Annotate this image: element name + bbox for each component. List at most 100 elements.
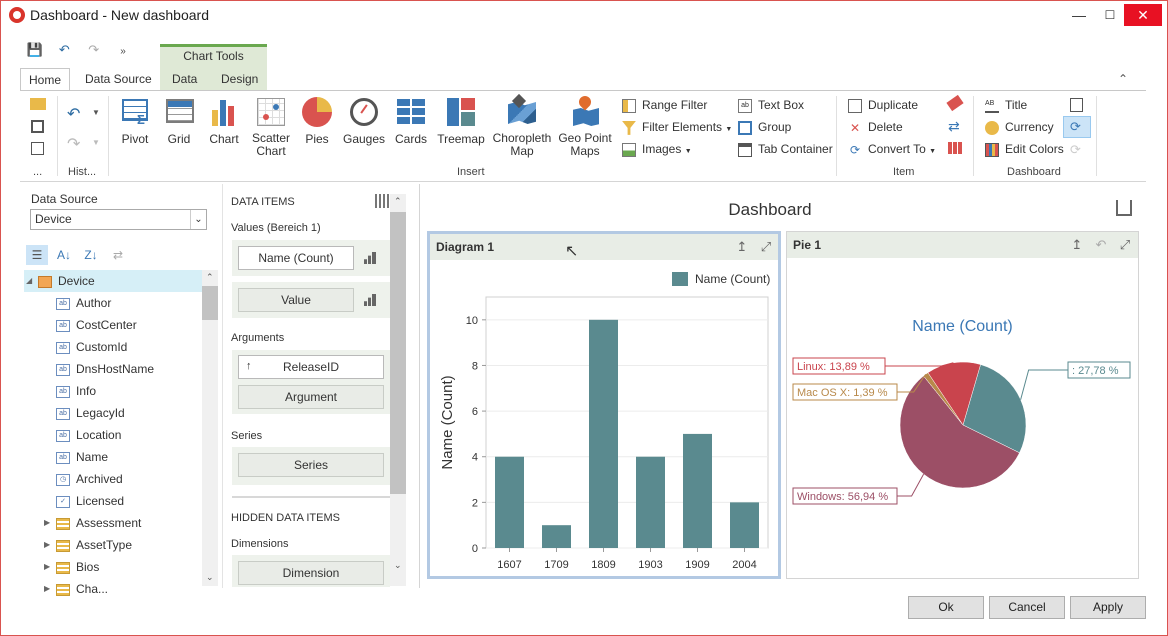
tree-item[interactable]: ab Name xyxy=(24,446,202,468)
save-icon[interactable]: 💾 xyxy=(26,42,44,57)
tree-item[interactable]: ▶ AssetType xyxy=(24,534,202,556)
undo-large-icon[interactable]: ↶ xyxy=(67,106,81,123)
pies-button[interactable]: Pies xyxy=(300,96,334,146)
collapse-ribbon-icon[interactable]: ⌃ xyxy=(1118,72,1129,86)
tree-item[interactable]: ab DnsHostName xyxy=(24,358,202,380)
scroll-down-icon[interactable]: ⌄ xyxy=(394,560,402,570)
group-button[interactable]: Group xyxy=(738,117,791,137)
tab-data[interactable]: Data xyxy=(172,72,198,86)
choropleth-map-button[interactable]: Choropleth Map xyxy=(492,93,552,158)
pivot-button[interactable]: Σ Pivot xyxy=(116,96,154,146)
expand-arrow-icon[interactable]: ▶ xyxy=(44,540,51,549)
sort-descending-icon[interactable]: Z↓ xyxy=(84,248,98,262)
export-icon[interactable]: ↥ xyxy=(1071,237,1083,252)
scroll-up-icon[interactable]: ⌃ xyxy=(394,196,402,206)
currency-button[interactable]: Currency xyxy=(985,117,1054,137)
tree-item[interactable]: ▶ Bios xyxy=(24,556,202,578)
tree-scrollbar[interactable] xyxy=(202,270,218,586)
ok-button[interactable]: Ok xyxy=(908,596,984,619)
currency-label: Currency xyxy=(1005,120,1054,134)
scatter-chart-button[interactable]: Scatter Chart xyxy=(250,96,292,158)
clear-selection-icon[interactable]: ↶ xyxy=(1095,237,1107,252)
chevron-down-icon[interactable]: ▼ xyxy=(92,108,100,117)
tab-home[interactable]: Home xyxy=(20,68,71,91)
chevron-down-icon[interactable]: ⌄ xyxy=(190,210,206,229)
text-box-button[interactable]: ab Text Box xyxy=(738,95,804,115)
tree-scroll-thumb[interactable] xyxy=(202,286,218,320)
dashboard-parameters-icon[interactable] xyxy=(1070,98,1083,112)
maximize-icon[interactable]: ⤢ xyxy=(1119,237,1131,252)
minimize-button[interactable]: — xyxy=(1072,7,1086,23)
redo-large-icon[interactable]: ↷ xyxy=(67,136,81,153)
color-grid-icon[interactable] xyxy=(948,142,962,154)
group-by-type-icon[interactable]: ☰ xyxy=(26,245,48,265)
apply-button[interactable]: Apply xyxy=(1070,596,1146,619)
dimension-item-placeholder[interactable]: Dimension xyxy=(238,561,384,585)
cancel-button[interactable]: Cancel xyxy=(989,596,1065,619)
maximize-icon[interactable]: ⤢ xyxy=(760,239,772,254)
delete-button[interactable]: ✕ Delete xyxy=(848,117,903,137)
value-item-placeholder[interactable]: Value xyxy=(238,288,354,312)
tab-design[interactable]: Design xyxy=(221,72,259,86)
tree-item[interactable]: ab Location xyxy=(24,424,202,446)
argument-item-placeholder[interactable]: Argument xyxy=(238,385,384,409)
argument-item-releaseid[interactable]: ReleaseID xyxy=(238,355,384,379)
tree-item[interactable]: ▶ Assessment xyxy=(24,512,202,534)
tree-item[interactable]: ✓ Licensed xyxy=(24,490,202,512)
treemap-button[interactable]: Treemap xyxy=(437,96,485,146)
tree-item[interactable]: ab Info xyxy=(24,380,202,402)
collapse-arrow-icon[interactable]: ◢ xyxy=(26,276,33,285)
open-folder-icon[interactable] xyxy=(30,98,46,110)
maximize-button[interactable]: ☐ xyxy=(1104,8,1116,22)
undo-icon[interactable]: ↶ xyxy=(58,42,70,57)
tree-item[interactable]: ab Author xyxy=(24,292,202,314)
data-item-options-icon[interactable] xyxy=(375,194,389,208)
save-small-icon[interactable] xyxy=(31,120,44,133)
title-icon: AB xyxy=(985,99,999,113)
tree-item[interactable]: ab CostCenter xyxy=(24,314,202,336)
gauges-button[interactable]: Gauges xyxy=(343,96,385,146)
value-item-name-count[interactable]: Name (Count) xyxy=(238,246,354,270)
chart-button[interactable]: Chart xyxy=(205,96,243,146)
bar-chart: 0 2 4 6 8 10 1607 1709 1809 1903 1909 2004 Name (Cou… xyxy=(439,272,770,571)
tab-data-source[interactable]: Data Source xyxy=(85,72,152,86)
redo-icon[interactable]: ↷ xyxy=(88,42,100,57)
data-items-scroll-thumb[interactable] xyxy=(390,212,406,494)
filter-elements-button[interactable]: Filter Elements ▼ xyxy=(622,117,732,137)
expand-arrow-icon[interactable]: ▶ xyxy=(44,584,51,593)
scroll-down-icon[interactable]: ⌄ xyxy=(206,572,214,582)
tree-item[interactable]: ◢ Device xyxy=(24,270,202,292)
geo-point-maps-button[interactable]: Geo Point Maps xyxy=(558,93,612,158)
convert-to-button[interactable]: ⟳ Convert To ▼ xyxy=(848,139,936,159)
expand-arrow-icon[interactable]: ▶ xyxy=(44,518,51,527)
close-button[interactable]: ✕ xyxy=(1124,4,1162,26)
customize-qat-icon[interactable]: » xyxy=(120,46,126,57)
sort-arrow-icon[interactable]: ↑ xyxy=(246,360,252,372)
tree-item[interactable]: ab LegacyId xyxy=(24,402,202,424)
edit-colors-button[interactable]: Edit Colors xyxy=(985,139,1064,159)
data-source-select[interactable]: Device xyxy=(30,209,207,230)
title-button[interactable]: AB Title xyxy=(985,95,1027,115)
series-item-placeholder[interactable]: Series xyxy=(238,453,384,477)
range-filter-button[interactable]: Range Filter xyxy=(622,95,707,115)
expand-arrow-icon[interactable]: ▶ xyxy=(44,562,51,571)
tab-container-button[interactable]: Tab Container xyxy=(738,139,833,159)
export-icon[interactable] xyxy=(1116,200,1132,216)
images-button[interactable]: Images ▼ xyxy=(622,139,692,159)
tree-item[interactable]: ▶ Cha... xyxy=(24,578,202,600)
automatic-updates-button[interactable] xyxy=(1063,116,1091,138)
save-as-icon[interactable] xyxy=(31,142,44,155)
swap-icon[interactable]: ⇄ xyxy=(948,118,960,134)
string-field-icon: ab xyxy=(56,297,70,310)
panel-splitter[interactable] xyxy=(419,184,420,588)
scroll-up-icon[interactable]: ⌃ xyxy=(206,272,214,282)
chevron-down-icon[interactable]: ▼ xyxy=(92,138,100,147)
sort-ascending-icon[interactable]: A↓ xyxy=(56,248,71,262)
tree-item[interactable]: ab CustomId xyxy=(24,336,202,358)
tree-item[interactable]: ◷ Archived xyxy=(24,468,202,490)
grid-button[interactable]: Grid xyxy=(162,96,196,146)
cards-button[interactable]: Cards xyxy=(393,96,429,146)
refresh-fields-icon[interactable]: ⇄ xyxy=(112,248,124,262)
duplicate-button[interactable]: Duplicate xyxy=(848,95,918,115)
export-icon[interactable]: ↥ xyxy=(736,239,748,254)
